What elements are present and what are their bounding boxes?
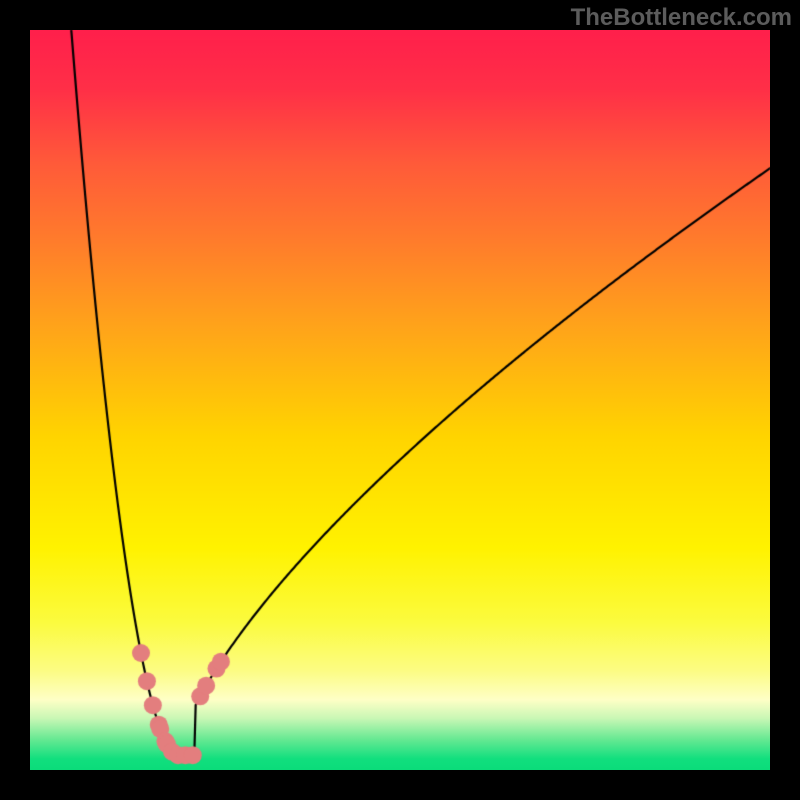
bottleneck-curve-canvas — [0, 0, 800, 800]
watermark-text: TheBottleneck.com — [571, 4, 792, 32]
chart-stage: TheBottleneck.com — [0, 0, 800, 800]
